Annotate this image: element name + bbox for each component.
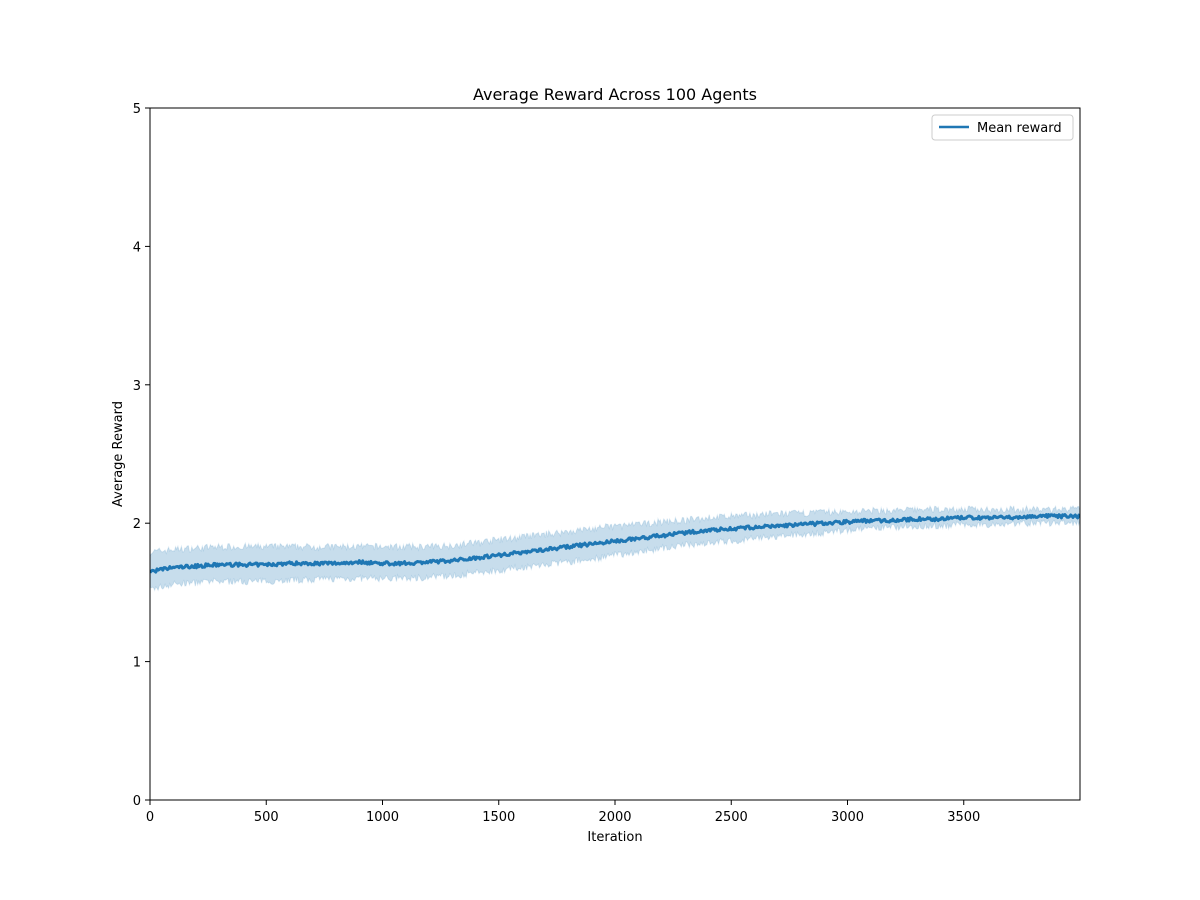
legend-label-mean-reward: Mean reward: [977, 121, 1062, 136]
legend-box: [931, 114, 1074, 141]
y-tick-label: 3: [133, 379, 141, 394]
x-axis: 0 500 1000 1500 2000 2500 3000 3500: [146, 800, 980, 825]
y-tick-label: 1: [133, 656, 141, 671]
chart-title: Average Reward Across 100 Agents: [473, 85, 757, 104]
legend: Mean reward: [931, 114, 1074, 141]
y-axis-title: Average Reward: [111, 401, 126, 507]
x-tick-label: 1000: [366, 810, 399, 825]
y-tick-label: 5: [133, 102, 141, 117]
y-tick-label: 4: [133, 240, 141, 255]
plot-area: [150, 504, 1080, 592]
x-tick-label: 3000: [831, 810, 864, 825]
x-axis-title: Iteration: [587, 830, 642, 845]
x-tick-label: 1500: [482, 810, 515, 825]
x-tick-label: 3500: [947, 810, 980, 825]
x-tick-label: 2500: [715, 810, 748, 825]
y-axis: 0 1 2 3 4 5: [133, 102, 150, 809]
series-line-mean-reward: [150, 513, 1080, 574]
x-tick-label: 2000: [598, 810, 631, 825]
plot-frame: [149, 107, 1081, 801]
y-tick-label: 2: [133, 517, 141, 532]
y-tick-label: 0: [133, 794, 141, 809]
x-tick-label: 0: [146, 810, 154, 825]
std-band-series-0: [150, 504, 1080, 592]
x-tick-label: 500: [254, 810, 279, 825]
